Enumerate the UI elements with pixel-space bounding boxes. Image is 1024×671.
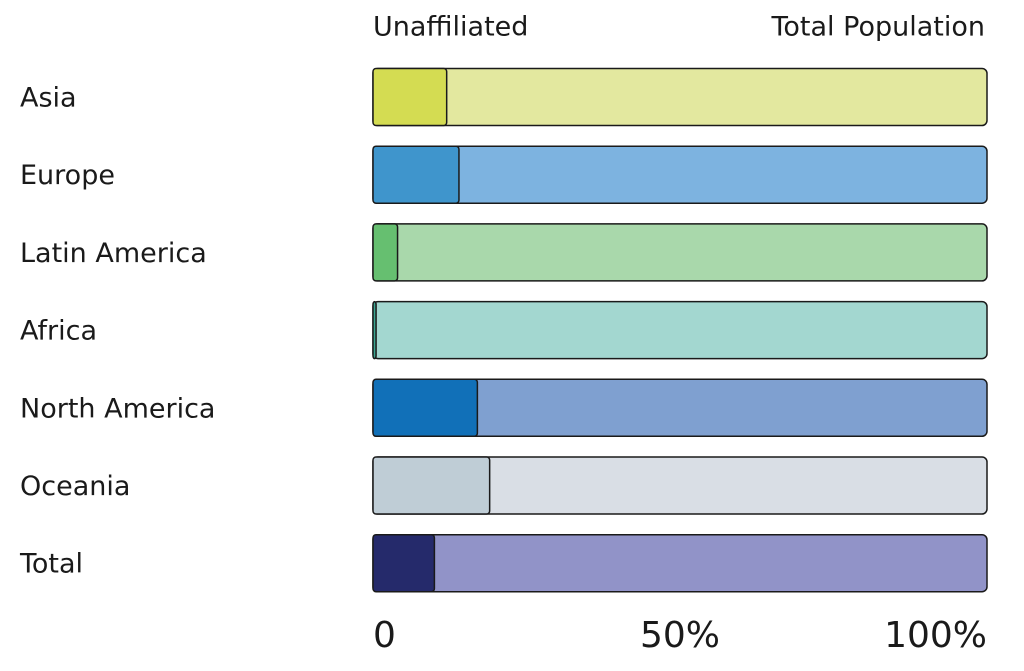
y-tick-label: Total <box>19 549 83 580</box>
bar <box>372 456 491 515</box>
y-tick-label: Oceania <box>20 471 130 502</box>
y-tick-label: Africa <box>20 316 97 347</box>
bar <box>372 145 988 204</box>
y-tick-label: Asia <box>20 83 77 114</box>
bar <box>372 67 988 127</box>
legend-entry: Unaffiliated <box>373 12 528 43</box>
x-tick-label: 50% <box>640 615 720 656</box>
bar <box>372 533 988 593</box>
bar <box>372 300 377 360</box>
x-tick-label: 100% <box>884 615 987 656</box>
bar <box>372 533 436 593</box>
y-tick-label: Europe <box>20 160 115 191</box>
bar <box>372 300 988 360</box>
bar <box>372 67 448 127</box>
bar <box>372 378 479 438</box>
bar <box>372 145 460 204</box>
legend-entry: Total Population <box>771 12 986 43</box>
y-tick-label: Latin America <box>20 238 207 269</box>
x-tick-label: 0 <box>373 615 396 656</box>
bar <box>372 223 399 282</box>
y-tick-label: North America <box>20 393 215 424</box>
bar <box>372 223 988 282</box>
